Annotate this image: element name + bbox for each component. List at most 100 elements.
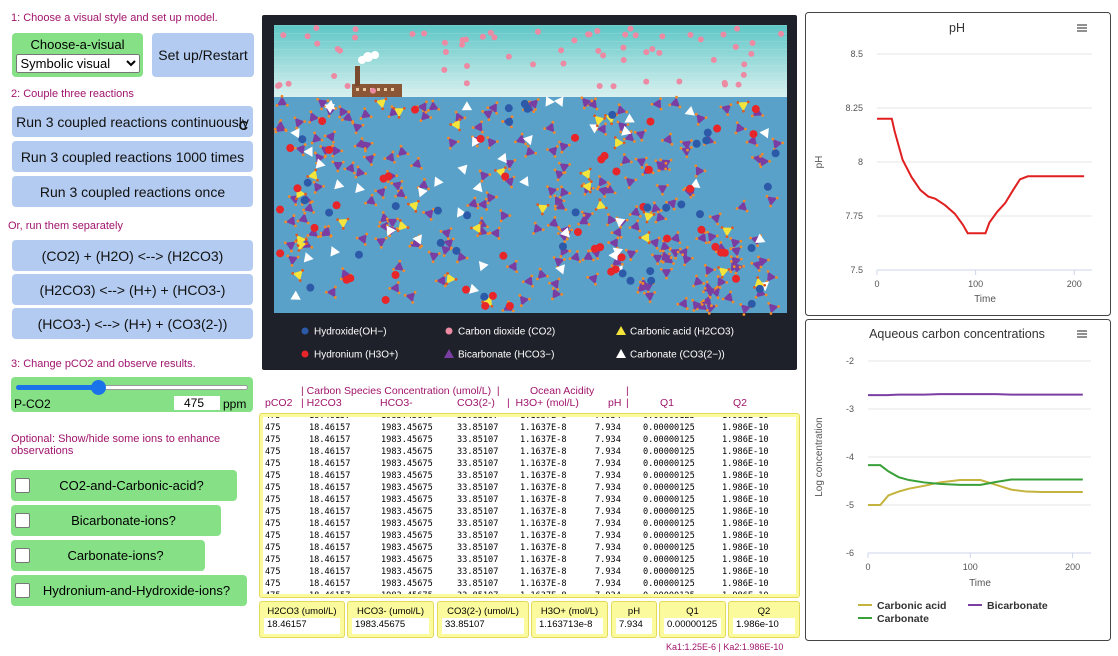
output-cell: 475 (265, 507, 281, 517)
checkbox[interactable] (15, 583, 30, 598)
switch[interactable]: Hydronium-and-Hydroxide-ions? (11, 575, 247, 606)
output-cell: 475 (265, 417, 281, 421)
output-cell: 1.1637E-8 (520, 579, 567, 589)
output-cell: 7.934 (595, 579, 621, 589)
switch[interactable]: Bicarbonate-ions? (11, 505, 221, 536)
output-cell: 18.46157 (309, 483, 351, 493)
output-cell: 1983.45675 (381, 543, 433, 553)
output-cell: 33.85107 (457, 555, 499, 565)
output-header: | H2CO3 (301, 397, 342, 409)
monitor: HCO3- (umol/L) 1983.45675 (347, 601, 434, 638)
monitor: H2CO3 (umol/L) 18.46157 (259, 601, 345, 638)
output-cell: 475 (265, 435, 281, 445)
output-header: CO3(2-) (457, 397, 495, 409)
output-cell: 18.46157 (309, 591, 350, 594)
output-cell: 1983.45675 (381, 417, 433, 421)
output-cell: 1983.45675 (381, 447, 433, 457)
output-cell: 1.1637E-8 (520, 471, 567, 481)
output-cell: 33.85107 (457, 423, 499, 433)
output-cell: 1983.45675 (381, 423, 433, 433)
reaction-button[interactable]: (H2CO3) <--> (H+) + (HCO3-) (12, 274, 253, 305)
output-cell: 18.46157 (309, 543, 351, 553)
monitor-label: H3O+ (mol/L) (540, 606, 599, 617)
output-cell: 1.986E-10 (722, 459, 769, 469)
reaction-button[interactable]: (CO2) + (H2O) <--> (H2CO3) (12, 240, 253, 271)
output-cell: 1.986E-10 (722, 495, 769, 505)
output-cell: 1.1637E-8 (520, 495, 567, 505)
output-cell: 33.85107 (457, 435, 499, 445)
output-cell: 33.85107 (457, 459, 499, 469)
checkbox[interactable] (15, 548, 30, 563)
output-cell: 475 (265, 567, 281, 577)
chart-frame (805, 12, 1111, 316)
output-cell: 33.85107 (457, 417, 498, 421)
checkbox[interactable] (15, 478, 30, 493)
chart-frame (805, 319, 1111, 641)
output-cell: 7.934 (595, 447, 621, 457)
checkbox[interactable] (15, 513, 30, 528)
output-cell: 1983.45675 (381, 531, 433, 541)
x-tick-label: 100 (963, 562, 978, 572)
reaction-button[interactable]: (HCO3-) <--> (H+) + (CO3(2-)) (12, 308, 253, 339)
output-cell: 33.85107 (457, 483, 499, 493)
output-cell: 1.986E-10 (722, 555, 769, 565)
y-tick-label: 8.25 (845, 103, 863, 113)
slider[interactable]: P-CO2 475 ppm (11, 377, 253, 412)
output-cell: 1.1637E-8 (520, 555, 567, 565)
shortcut-key: C (238, 118, 248, 133)
x-tick-label: 0 (874, 279, 879, 289)
output-cell: 0.00000125 (643, 417, 695, 421)
slider-thumb[interactable] (91, 380, 106, 395)
switch[interactable]: CO2-and-Carbonic-acid? (11, 470, 237, 501)
output-cell: 7.934 (595, 555, 621, 565)
y-tick-label: -6 (846, 548, 854, 558)
slider-label: P-CO2 (14, 397, 51, 411)
output-cell: 475 (265, 471, 281, 481)
monitor: Q2 1.986e-10 (728, 601, 800, 638)
chart-title: Aqueous carbon concentrations (869, 327, 1045, 341)
switch[interactable]: Carbonate-ions? (11, 540, 205, 571)
monitor-value: 0.00000125 (664, 618, 721, 634)
output-cell: 18.46157 (309, 555, 351, 565)
output-cell: 1.1637E-8 (520, 567, 567, 577)
output-cell: 18.46157 (309, 495, 351, 505)
output-cell: 33.85107 (457, 591, 498, 594)
output-cell: 7.934 (595, 459, 621, 469)
output-cell: 0.00000125 (643, 591, 695, 594)
output-header: HCO3- (380, 397, 413, 409)
output-cell: 1983.45675 (381, 435, 433, 445)
output-cell: 1.986E-10 (722, 423, 769, 433)
output-cell: 33.85107 (457, 567, 499, 577)
output-cell: 475 (265, 495, 281, 505)
run-button[interactable]: Run 3 coupled reactions 1000 times (12, 141, 253, 172)
chooser-select[interactable]: Symbolic visual (15, 54, 140, 73)
output-cell: 475 (265, 579, 281, 589)
setup-button[interactable]: Set up/Restart (152, 33, 254, 77)
output-header: Ocean Acidity (530, 385, 595, 397)
output-cell: 18.46157 (309, 579, 351, 589)
output-cell: 1983.45675 (381, 579, 433, 589)
output-cell: 1.1637E-8 (520, 519, 567, 529)
output-cell: 1.986E-10 (722, 507, 769, 517)
output-cell: 33.85107 (457, 543, 499, 553)
output-cell: 0.00000125 (643, 423, 695, 433)
run-button[interactable]: Run 3 coupled reactions continuously C (12, 106, 253, 137)
output-cell: 18.46157 (309, 567, 351, 577)
output-cell: 18.46157 (309, 423, 351, 433)
output-cell: 18.46157 (309, 471, 351, 481)
chooser: Choose-a-visual Symbolic visual (12, 33, 143, 77)
view-frame (262, 15, 797, 370)
run-button[interactable]: Run 3 coupled reactions once (12, 176, 253, 207)
output-cell: 18.46157 (309, 447, 351, 457)
output-header: Q1 (660, 397, 675, 409)
output-header: | (626, 397, 629, 409)
output-cell: 475 (265, 423, 281, 433)
output-cell: 1.1637E-8 (520, 435, 567, 445)
y-axis-label: pH (814, 156, 825, 169)
output-cell: 0.00000125 (643, 435, 695, 445)
chooser-label: Choose-a-visual (30, 37, 125, 52)
line (868, 479, 1083, 506)
y-tick-label: -2 (846, 356, 854, 366)
step-heading: 3: Change pCO2 and observe results. (11, 358, 196, 370)
output-cell: 1.986E-10 (722, 417, 769, 421)
